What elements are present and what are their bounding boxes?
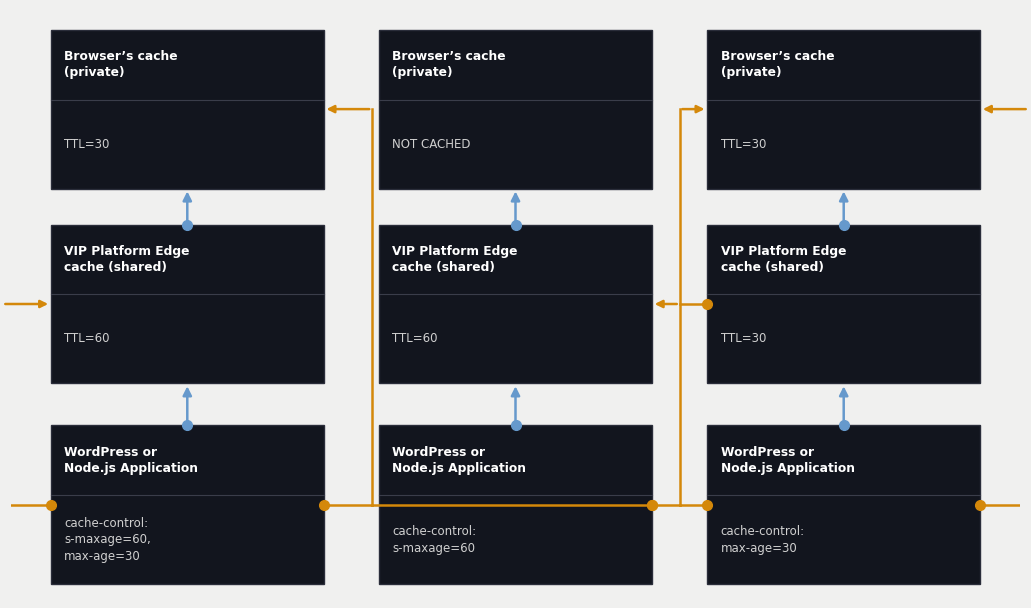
Text: TTL=30: TTL=30 xyxy=(721,137,766,151)
FancyBboxPatch shape xyxy=(379,426,652,584)
Text: cache-control:
s-maxage=60: cache-control: s-maxage=60 xyxy=(392,525,476,554)
Text: cache-control:
max-age=30: cache-control: max-age=30 xyxy=(721,525,804,554)
FancyBboxPatch shape xyxy=(379,224,652,384)
Text: Browser’s cache
(private): Browser’s cache (private) xyxy=(721,50,834,80)
FancyBboxPatch shape xyxy=(51,224,324,384)
FancyBboxPatch shape xyxy=(379,30,652,188)
Text: VIP Platform Edge
cache (shared): VIP Platform Edge cache (shared) xyxy=(721,245,846,274)
Text: Browser’s cache
(private): Browser’s cache (private) xyxy=(64,50,177,80)
FancyBboxPatch shape xyxy=(51,30,324,188)
Text: TTL=60: TTL=60 xyxy=(392,333,438,345)
Text: WordPress or
Node.js Application: WordPress or Node.js Application xyxy=(64,446,198,475)
FancyBboxPatch shape xyxy=(707,30,980,188)
FancyBboxPatch shape xyxy=(707,426,980,584)
FancyBboxPatch shape xyxy=(51,426,324,584)
Text: TTL=30: TTL=30 xyxy=(64,137,109,151)
Text: TTL=60: TTL=60 xyxy=(64,333,109,345)
Text: TTL=30: TTL=30 xyxy=(721,333,766,345)
Text: cache-control:
s-maxage=60,
max-age=30: cache-control: s-maxage=60, max-age=30 xyxy=(64,517,151,563)
Text: VIP Platform Edge
cache (shared): VIP Platform Edge cache (shared) xyxy=(392,245,518,274)
Text: Browser’s cache
(private): Browser’s cache (private) xyxy=(392,50,506,80)
Text: NOT CACHED: NOT CACHED xyxy=(392,137,471,151)
Text: WordPress or
Node.js Application: WordPress or Node.js Application xyxy=(721,446,855,475)
FancyBboxPatch shape xyxy=(707,224,980,384)
Text: VIP Platform Edge
cache (shared): VIP Platform Edge cache (shared) xyxy=(64,245,190,274)
Text: WordPress or
Node.js Application: WordPress or Node.js Application xyxy=(392,446,526,475)
